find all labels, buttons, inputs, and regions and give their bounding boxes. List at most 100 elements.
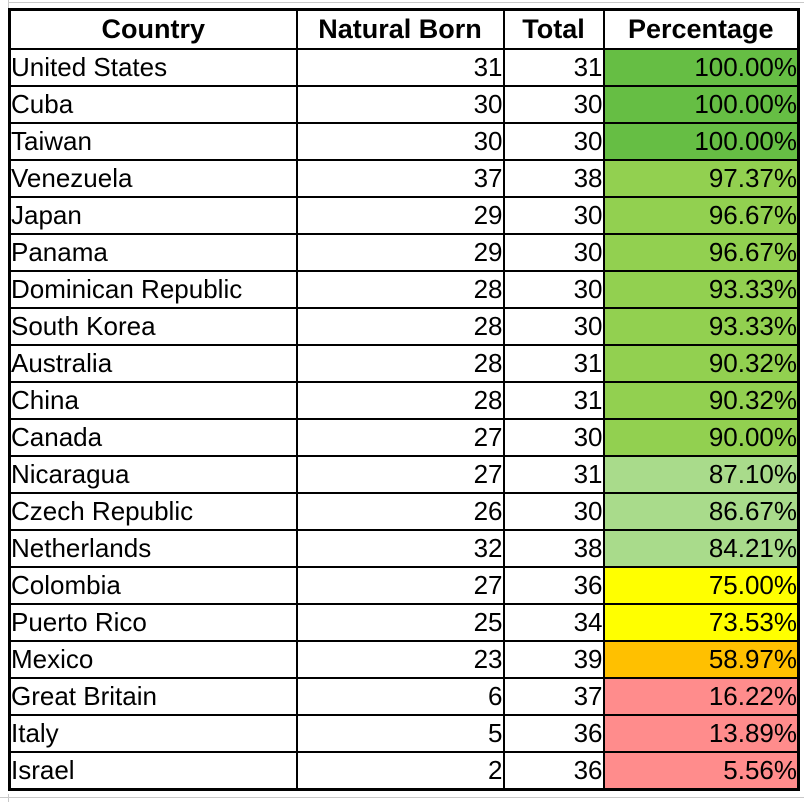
country-cell[interactable]: Netherlands (8, 529, 298, 568)
table-row: Czech Republic 26 30 86.67% (8, 492, 800, 531)
col-header-total[interactable]: Total (502, 8, 605, 50)
total-cell[interactable]: 31 (502, 455, 605, 494)
percentage-cell[interactable]: 90.32% (602, 344, 800, 383)
percentage-cell[interactable]: 96.67% (602, 196, 800, 235)
natural-born-cell[interactable]: 5 (295, 714, 505, 753)
total-cell[interactable]: 30 (502, 492, 605, 531)
col-header-percentage[interactable]: Percentage (602, 8, 800, 50)
percentage-cell[interactable]: 96.67% (602, 233, 800, 272)
percentage-cell[interactable]: 93.33% (602, 307, 800, 346)
country-cell[interactable]: Puerto Rico (8, 603, 298, 642)
percentage-cell[interactable]: 16.22% (602, 677, 800, 716)
percentage-cell[interactable]: 90.00% (602, 418, 800, 457)
total-cell[interactable]: 31 (502, 344, 605, 383)
table-row: Venezuela 37 38 97.37% (8, 159, 800, 198)
country-cell[interactable]: Panama (8, 233, 298, 272)
natural-born-cell[interactable]: 28 (295, 381, 505, 420)
percentage-cell[interactable]: 100.00% (602, 122, 800, 161)
table-row: Colombia 27 36 75.00% (8, 566, 800, 605)
table-row: Mexico 23 39 58.97% (8, 640, 800, 679)
total-cell[interactable]: 30 (502, 196, 605, 235)
percentage-cell[interactable]: 100.00% (602, 48, 800, 87)
natural-born-cell[interactable]: 28 (295, 270, 505, 309)
natural-born-table: Country Natural Born Total Percentage Un… (8, 8, 800, 791)
natural-born-cell[interactable]: 29 (295, 196, 505, 235)
table-row: Cuba 30 30 100.00% (8, 85, 800, 124)
total-cell[interactable]: 30 (502, 122, 605, 161)
natural-born-cell[interactable]: 30 (295, 85, 505, 124)
table-row: China 28 31 90.32% (8, 381, 800, 420)
natural-born-cell[interactable]: 23 (295, 640, 505, 679)
percentage-cell[interactable]: 97.37% (602, 159, 800, 198)
country-cell[interactable]: Israel (8, 751, 298, 791)
country-cell[interactable]: Japan (8, 196, 298, 235)
percentage-cell[interactable]: 87.10% (602, 455, 800, 494)
total-cell[interactable]: 31 (502, 48, 605, 87)
country-cell[interactable]: Taiwan (8, 122, 298, 161)
percentage-cell[interactable]: 58.97% (602, 640, 800, 679)
country-cell[interactable]: Colombia (8, 566, 298, 605)
table-row: Netherlands 32 38 84.21% (8, 529, 800, 568)
natural-born-cell[interactable]: 6 (295, 677, 505, 716)
country-cell[interactable]: Great Britain (8, 677, 298, 716)
natural-born-cell[interactable]: 32 (295, 529, 505, 568)
country-cell[interactable]: Mexico (8, 640, 298, 679)
table-row: Italy 5 36 13.89% (8, 714, 800, 753)
percentage-cell[interactable]: 90.32% (602, 381, 800, 420)
total-cell[interactable]: 37 (502, 677, 605, 716)
percentage-cell[interactable]: 73.53% (602, 603, 800, 642)
total-cell[interactable]: 34 (502, 603, 605, 642)
table-row: Puerto Rico 25 34 73.53% (8, 603, 800, 642)
country-cell[interactable]: Czech Republic (8, 492, 298, 531)
natural-born-cell[interactable]: 37 (295, 159, 505, 198)
total-cell[interactable]: 30 (502, 233, 605, 272)
total-cell[interactable]: 38 (502, 529, 605, 568)
natural-born-cell[interactable]: 27 (295, 455, 505, 494)
country-cell[interactable]: South Korea (8, 307, 298, 346)
col-header-natural-born[interactable]: Natural Born (295, 8, 505, 50)
natural-born-cell[interactable]: 30 (295, 122, 505, 161)
table-row: South Korea 28 30 93.33% (8, 307, 800, 346)
natural-born-cell[interactable]: 27 (295, 418, 505, 457)
percentage-cell[interactable]: 84.21% (602, 529, 800, 568)
country-cell[interactable]: Nicaragua (8, 455, 298, 494)
total-cell[interactable]: 30 (502, 418, 605, 457)
total-cell[interactable]: 36 (502, 566, 605, 605)
total-cell[interactable]: 30 (502, 270, 605, 309)
table-row: Japan 29 30 96.67% (8, 196, 800, 235)
country-cell[interactable]: Dominican Republic (8, 270, 298, 309)
natural-born-cell[interactable]: 28 (295, 344, 505, 383)
total-cell[interactable]: 36 (502, 714, 605, 753)
natural-born-cell[interactable]: 25 (295, 603, 505, 642)
table-row: Australia 28 31 90.32% (8, 344, 800, 383)
country-cell[interactable]: Canada (8, 418, 298, 457)
total-cell[interactable]: 36 (502, 751, 605, 791)
country-cell[interactable]: Cuba (8, 85, 298, 124)
header-row: Country Natural Born Total Percentage (8, 8, 800, 50)
total-cell[interactable]: 38 (502, 159, 605, 198)
natural-born-cell[interactable]: 29 (295, 233, 505, 272)
total-cell[interactable]: 30 (502, 307, 605, 346)
natural-born-cell[interactable]: 28 (295, 307, 505, 346)
country-cell[interactable]: China (8, 381, 298, 420)
natural-born-cell[interactable]: 27 (295, 566, 505, 605)
total-cell[interactable]: 39 (502, 640, 605, 679)
natural-born-cell[interactable]: 2 (295, 751, 505, 791)
percentage-cell[interactable]: 93.33% (602, 270, 800, 309)
country-cell[interactable]: Italy (8, 714, 298, 753)
percentage-cell[interactable]: 86.67% (602, 492, 800, 531)
country-cell[interactable]: Australia (8, 344, 298, 383)
percentage-cell[interactable]: 13.89% (602, 714, 800, 753)
country-cell[interactable]: United States (8, 48, 298, 87)
country-cell[interactable]: Venezuela (8, 159, 298, 198)
percentage-cell[interactable]: 75.00% (602, 566, 800, 605)
gridline-remnant (0, 797, 804, 798)
total-cell[interactable]: 30 (502, 85, 605, 124)
percentage-cell[interactable]: 100.00% (602, 85, 800, 124)
col-header-country[interactable]: Country (8, 8, 298, 50)
natural-born-cell[interactable]: 31 (295, 48, 505, 87)
percentage-cell[interactable]: 5.56% (602, 751, 800, 791)
natural-born-cell[interactable]: 26 (295, 492, 505, 531)
total-cell[interactable]: 31 (502, 381, 605, 420)
